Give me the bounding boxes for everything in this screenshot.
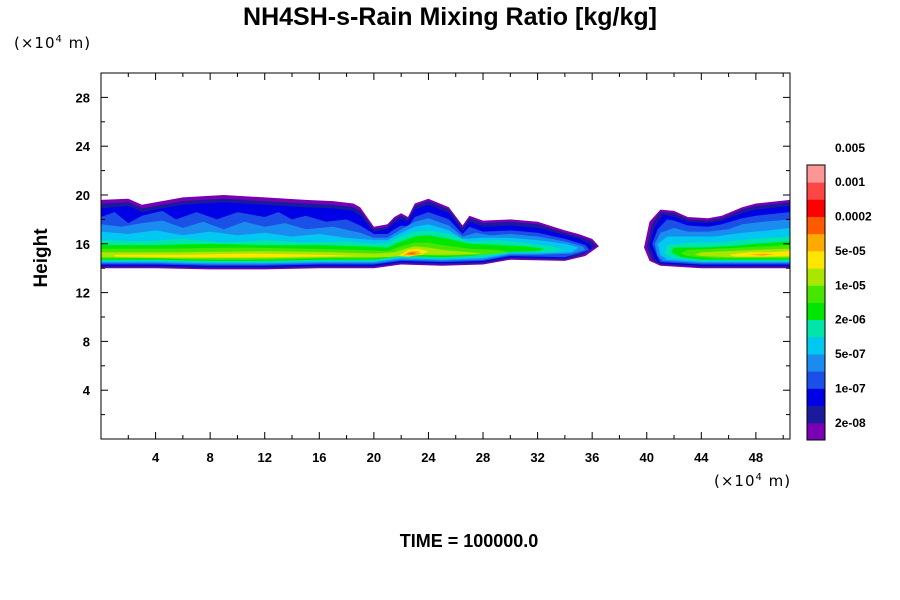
y-tick-label: 28 — [76, 90, 90, 105]
colorbar-swatch — [807, 165, 825, 183]
colorbar-swatch — [807, 388, 825, 407]
colorbar-label: 2e-08 — [835, 416, 866, 430]
y-tick-label: 16 — [76, 237, 90, 252]
colorbar-swatch — [807, 302, 825, 321]
colorbar-swatch — [807, 422, 825, 441]
contour-layer-20 — [114, 253, 361, 258]
colorbar-swatch — [807, 371, 825, 389]
time-label: TIME = 100000.0 — [399, 531, 539, 551]
contour-layer-25 — [406, 252, 417, 255]
colorbar-swatch — [807, 268, 825, 286]
colorbar-swatch — [807, 182, 825, 200]
x-tick-label: 32 — [530, 450, 544, 465]
x-tick-label: 44 — [694, 450, 709, 465]
colorbar-label: 5e-05 — [835, 244, 866, 258]
x-tick-label: 28 — [476, 450, 490, 465]
chart-title: NH4SH-s-Rain Mixing Ratio [kg/kg] — [243, 3, 657, 31]
colorbar-swatch — [807, 233, 825, 252]
y-axis-unit: (×104 m) — [14, 34, 92, 52]
colorbar-swatch — [807, 405, 825, 424]
x-tick-label: 24 — [421, 450, 436, 465]
x-tick-label: 16 — [312, 450, 326, 465]
colorbar-swatch — [807, 216, 825, 235]
y-tick-label: 4 — [83, 383, 91, 398]
colorbar-swatch — [807, 199, 825, 217]
colorbar-label: 5e-07 — [835, 347, 866, 361]
colorbar-label: 0.005 — [835, 141, 865, 155]
y-tick-label: 8 — [83, 334, 90, 349]
colorbar-swatch — [807, 336, 825, 355]
colorbar-swatch — [807, 319, 825, 338]
colorbar: 2e-08 1e-07 5e-07 2e-06 1e-05 5e-05 0.0002 0.00… — [806, 141, 872, 441]
colorbar-label: 2e-06 — [835, 313, 866, 327]
contour-layer-24 — [749, 253, 774, 256]
x-tick-label: 12 — [257, 450, 271, 465]
y-tick-label: 12 — [76, 286, 90, 301]
colorbar-label: 0.001 — [835, 175, 865, 189]
colorbar-swatch — [807, 354, 825, 372]
x-tick-label: 4 — [152, 450, 160, 465]
y-tick-label: 24 — [76, 139, 91, 154]
colorbar-frame — [806, 164, 826, 441]
contour-field — [101, 195, 790, 270]
x-tick-label: 48 — [749, 450, 763, 465]
x-tick-label: 20 — [367, 450, 381, 465]
y-tick-label: 20 — [76, 188, 90, 203]
plot-frame — [100, 72, 791, 440]
colorbar-swatch — [807, 285, 825, 303]
x-tick-label: 8 — [207, 450, 214, 465]
colorbar-label: 1e-07 — [835, 381, 866, 395]
colorbar-label: 0.0002 — [835, 210, 872, 224]
x-tick-label: 36 — [585, 450, 599, 465]
contour-layer-22 — [728, 251, 790, 257]
x-axis-unit: (×104 m) — [714, 472, 792, 490]
x-tick-label: 40 — [640, 450, 654, 465]
colorbar-label: 1e-05 — [835, 278, 866, 292]
colorbar-swatch — [807, 250, 825, 269]
